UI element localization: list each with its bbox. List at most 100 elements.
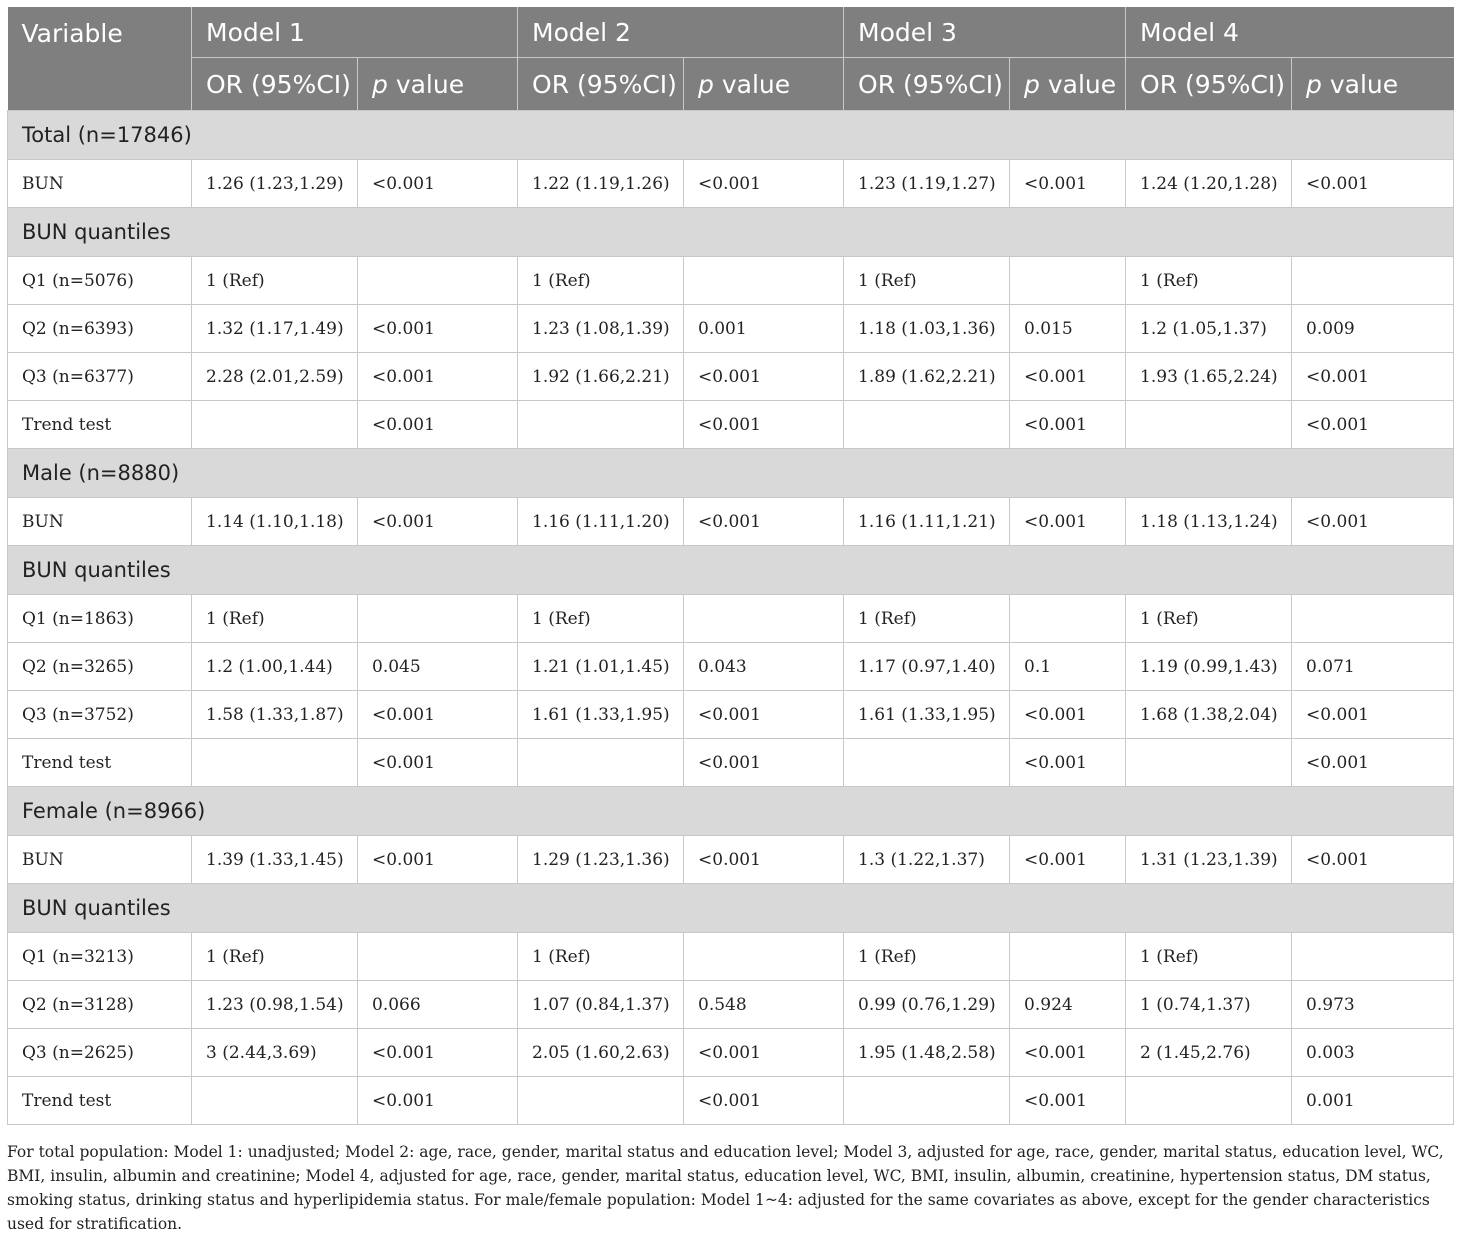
results-table-container: Variable Model 1 Model 2 Model 3 Model 4… (6, 7, 1455, 1125)
or-cell: 1 (Ref) (1125, 594, 1293, 643)
p-value-cell: <0.001 (1291, 738, 1455, 787)
or-cell: 1.2 (1.00,1.44) (191, 642, 358, 691)
row-label-cell: Q2 (n=3265) (7, 642, 192, 691)
p-value-cell: <0.001 (1291, 690, 1455, 739)
or-cell: 1.19 (0.99,1.43) (1125, 642, 1293, 691)
p-value-cell (1291, 932, 1455, 981)
p-value-cell: <0.001 (683, 835, 845, 884)
header-p-model-2: p value (683, 57, 845, 111)
p-value-cell: <0.001 (1009, 1028, 1127, 1077)
or-cell: 1.14 (1.10,1.18) (191, 497, 358, 546)
p-value-cell: <0.001 (356, 497, 519, 546)
or-cell: 1 (Ref) (517, 594, 685, 643)
p-value-cell (1291, 256, 1455, 305)
or-cell: 2 (1.45,2.76) (1125, 1028, 1293, 1077)
p-value-cell: <0.001 (683, 738, 845, 787)
header-variable: Variable (7, 7, 192, 111)
section-label: BUN quantiles (6, 207, 1455, 257)
p-value-cell: 0.066 (356, 980, 519, 1029)
p-value-cell (1009, 256, 1127, 305)
p-value-cell: 0.009 (1291, 304, 1455, 353)
p-value-cell: <0.001 (356, 1076, 519, 1125)
or-cell: 0.99 (0.76,1.29) (843, 980, 1011, 1029)
or-cell: 1.31 (1.23,1.39) (1125, 835, 1293, 884)
p-value-cell: <0.001 (356, 835, 519, 884)
p-value-cell: <0.001 (1009, 738, 1127, 787)
header-model-2: Model 2 (517, 7, 845, 58)
or-cell: 1.21 (1.01,1.45) (517, 642, 685, 691)
header-model-4: Model 4 (1125, 7, 1454, 58)
p-value-cell: <0.001 (683, 352, 845, 401)
or-cell: 1.95 (1.48,2.58) (843, 1028, 1011, 1077)
header-or-model-3: OR (95%CI) (843, 57, 1011, 111)
table-header: Variable Model 1 Model 2 Model 3 Model 4… (7, 7, 1454, 111)
p-value-cell: <0.001 (683, 1076, 845, 1125)
p-value-cell: <0.001 (1291, 497, 1455, 546)
or-cell: 1.18 (1.03,1.36) (843, 304, 1011, 353)
table-row: Q3 (n=3752) 1.58 (1.33,1.87) <0.001 1.61 (1… (7, 690, 1455, 739)
or-cell: 1 (Ref) (191, 256, 358, 305)
p-value-cell: <0.001 (1009, 835, 1127, 884)
p-value-cell: 0.973 (1291, 980, 1455, 1029)
or-cell: 1 (Ref) (843, 594, 1011, 643)
or-cell: 1.23 (1.19,1.27) (843, 159, 1011, 208)
p-value-cell: 0.924 (1009, 980, 1127, 1029)
p-value-cell: 0.015 (1009, 304, 1127, 353)
or-cell: 1 (Ref) (1125, 932, 1293, 981)
or-cell (1125, 400, 1293, 449)
table-row: Q1 (n=1863) 1 (Ref) 1 (Ref) 1 (Ref) 1 (Ref) (7, 594, 1455, 643)
table-row: Q2 (n=6393) 1.32 (1.17,1.49) <0.001 1.23 (1… (7, 304, 1455, 353)
section-label: BUN quantiles (6, 883, 1455, 933)
row-label-cell: Q1 (n=5076) (7, 256, 192, 305)
p-value-cell: <0.001 (356, 352, 519, 401)
table-row: BUN 1.39 (1.33,1.45) <0.001 1.29 (1.23,1.36… (7, 835, 1455, 884)
or-cell: 1.61 (1.33,1.95) (517, 690, 685, 739)
p-value-cell (683, 256, 845, 305)
or-cell: 1.18 (1.13,1.24) (1125, 497, 1293, 546)
table-row: Q3 (n=6377) 2.28 (2.01,2.59) <0.001 1.92 (1… (7, 352, 1455, 401)
or-cell: 1 (Ref) (843, 256, 1011, 305)
header-p-model-4: p value (1291, 57, 1454, 111)
or-cell: 1 (0.74,1.37) (1125, 980, 1293, 1029)
section-label: Male (n=8880) (6, 448, 1455, 498)
p-value-cell (683, 594, 845, 643)
p-value-cell: 0.1 (1009, 642, 1127, 691)
p-value-cell: 0.003 (1291, 1028, 1455, 1077)
row-label-cell: Trend test (7, 738, 192, 787)
or-cell: 1.17 (0.97,1.40) (843, 642, 1011, 691)
row-label-cell: BUN (7, 159, 192, 208)
section-label: BUN quantiles (6, 545, 1455, 595)
or-cell: 1 (Ref) (843, 932, 1011, 981)
or-cell: 1.58 (1.33,1.87) (191, 690, 358, 739)
p-value-cell (356, 932, 519, 981)
p-value-cell: <0.001 (1291, 352, 1455, 401)
section-row: Male (n=8880) (6, 448, 1455, 498)
or-cell (517, 400, 685, 449)
row-label-cell: Q2 (n=6393) (7, 304, 192, 353)
table-row: Trend test <0.001 <0.001 <0.001 0.001 (7, 1076, 1455, 1125)
p-value-cell (1291, 594, 1455, 643)
p-value-cell: <0.001 (1009, 159, 1127, 208)
table-row: Q1 (n=3213) 1 (Ref) 1 (Ref) 1 (Ref) 1 (Ref) (7, 932, 1455, 981)
header-p-model-3: p value (1009, 57, 1127, 111)
p-value-cell (683, 932, 845, 981)
p-value-cell: <0.001 (1009, 400, 1127, 449)
row-label-cell: Q3 (n=6377) (7, 352, 192, 401)
row-label-cell: Q1 (n=1863) (7, 594, 192, 643)
p-value-cell: 0.548 (683, 980, 845, 1029)
p-value-cell (1009, 594, 1127, 643)
row-label-cell: BUN (7, 835, 192, 884)
or-cell (843, 1076, 1011, 1125)
or-cell: 1.32 (1.17,1.49) (191, 304, 358, 353)
header-or-model-4: OR (95%CI) (1125, 57, 1293, 111)
results-table: Variable Model 1 Model 2 Model 3 Model 4… (6, 7, 1455, 1125)
or-cell: 1 (Ref) (191, 932, 358, 981)
table-row: Q1 (n=5076) 1 (Ref) 1 (Ref) 1 (Ref) 1 (Ref) (7, 256, 1455, 305)
or-cell (1125, 738, 1293, 787)
p-value-cell: <0.001 (1009, 497, 1127, 546)
p-value-cell: <0.001 (356, 400, 519, 449)
p-value-cell: <0.001 (356, 1028, 519, 1077)
header-model-3: Model 3 (843, 7, 1127, 58)
table-row: Trend test <0.001 <0.001 <0.001 <0.001 (7, 738, 1455, 787)
or-cell: 1 (Ref) (1125, 256, 1293, 305)
